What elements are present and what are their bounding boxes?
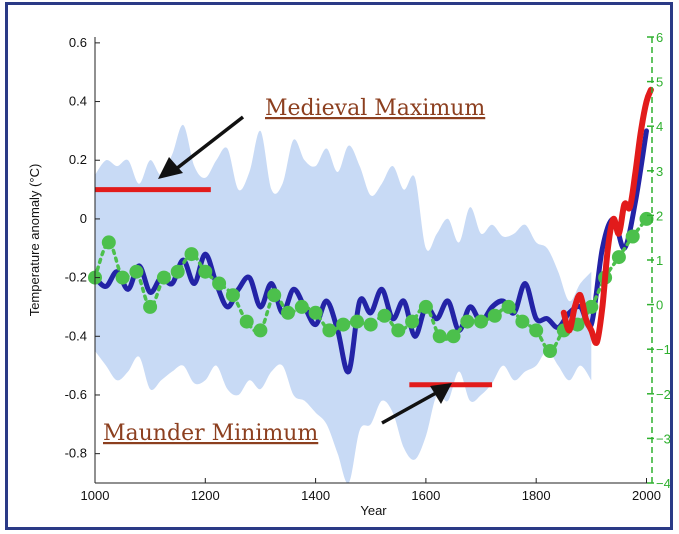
x-tick-label: 1200 bbox=[191, 488, 220, 503]
x-tick-label: 1600 bbox=[411, 488, 440, 503]
dotted-series-point bbox=[267, 288, 282, 303]
y-tick-label: 0.4 bbox=[69, 94, 87, 109]
x-tick-label: 1400 bbox=[301, 488, 330, 503]
x-axis-title: Year bbox=[360, 503, 387, 518]
annotation-maunder-minimum: Maunder Minimum bbox=[103, 421, 318, 446]
dotted-series-point bbox=[432, 329, 447, 344]
y2-tick-label: 3 bbox=[656, 164, 663, 179]
dotted-series-point bbox=[212, 276, 227, 291]
medieval-arrow-shaft bbox=[174, 115, 245, 171]
annotation-medieval-maximum: Medieval Maximum bbox=[265, 96, 485, 121]
chart-frame: 1000 1200 1400 1600 1800 2000 -0.8 -0.6 -0.4 -0.2… bbox=[5, 2, 673, 530]
dotted-series-point bbox=[377, 308, 392, 323]
y2-tick-label: 1 bbox=[656, 253, 663, 268]
dotted-series-point bbox=[405, 314, 420, 329]
dotted-series-point bbox=[253, 323, 268, 338]
medieval-arrow-head bbox=[158, 157, 183, 179]
y2-tick-label: −2 bbox=[656, 387, 670, 402]
y2-tick-label: 6 bbox=[656, 30, 663, 45]
dotted-series-point bbox=[611, 250, 626, 265]
y-tick-label: -0.4 bbox=[65, 328, 87, 343]
maunder-arrow-head bbox=[430, 383, 452, 404]
dotted-series-point bbox=[225, 288, 240, 303]
temperature-chart: 1000 1200 1400 1600 1800 2000-0.8-0.6-0.4-0.2… bbox=[27, 30, 670, 518]
y-tick-label: 0.6 bbox=[69, 35, 87, 50]
y-tick-label: 0.2 bbox=[69, 152, 87, 167]
dotted-series-point bbox=[184, 247, 199, 262]
dotted-series-point bbox=[460, 314, 475, 329]
dotted-series-point bbox=[308, 305, 323, 320]
y2-tick-label: 2 bbox=[656, 208, 663, 223]
dotted-series-point bbox=[625, 229, 640, 244]
dotted-series-point bbox=[501, 299, 516, 314]
dotted-series-point bbox=[391, 323, 406, 338]
dotted-series-point bbox=[115, 270, 130, 285]
dotted-series-point bbox=[143, 299, 158, 314]
instrumental-series-line bbox=[560, 86, 654, 346]
dotted-series-point bbox=[336, 317, 351, 332]
dotted-series-point bbox=[543, 344, 557, 358]
dotted-series-point bbox=[170, 264, 185, 279]
y-tick-label: 0 bbox=[80, 211, 87, 226]
dotted-series-point bbox=[487, 308, 502, 323]
dotted-series-point bbox=[446, 329, 461, 344]
dotted-series-point bbox=[239, 314, 254, 329]
dotted-series-point bbox=[418, 299, 433, 314]
dotted-series-point bbox=[294, 299, 309, 314]
y2-tick-label: −3 bbox=[656, 431, 670, 446]
y2-tick-label: 4 bbox=[656, 119, 663, 134]
reconstruction-series-line bbox=[92, 128, 649, 375]
x-tick-label: 2000 bbox=[632, 488, 661, 503]
x-tick-label: 1800 bbox=[522, 488, 551, 503]
y-axis-title: Temperature anomaly (°C) bbox=[27, 164, 42, 317]
dotted-series-point bbox=[281, 305, 295, 320]
dotted-series-point bbox=[350, 314, 364, 329]
dotted-series-point bbox=[515, 314, 530, 329]
maunder-arrow-shaft bbox=[381, 391, 437, 425]
y2-tick-label: −1 bbox=[656, 342, 670, 357]
dotted-series-point bbox=[529, 323, 544, 338]
dotted-series-point bbox=[363, 317, 378, 332]
x-tick-label: 1000 bbox=[81, 488, 110, 503]
dotted-series-point bbox=[322, 323, 337, 338]
dotted-series-point bbox=[198, 264, 213, 279]
y-tick-label: -0.2 bbox=[65, 270, 87, 285]
dotted-series-point bbox=[474, 314, 488, 329]
y2-tick-label: 0 bbox=[656, 298, 663, 313]
dotted-series-point bbox=[129, 264, 144, 279]
y-tick-label: -0.8 bbox=[65, 446, 87, 461]
dotted-series-point bbox=[101, 235, 116, 250]
uncertainty-band bbox=[95, 124, 592, 484]
y-tick-label: -0.6 bbox=[65, 387, 87, 402]
dotted-series-point bbox=[156, 270, 171, 285]
y2-tick-label: −4 bbox=[656, 476, 670, 491]
dotted-series-point bbox=[584, 299, 599, 314]
y2-tick-label: 5 bbox=[656, 75, 663, 90]
